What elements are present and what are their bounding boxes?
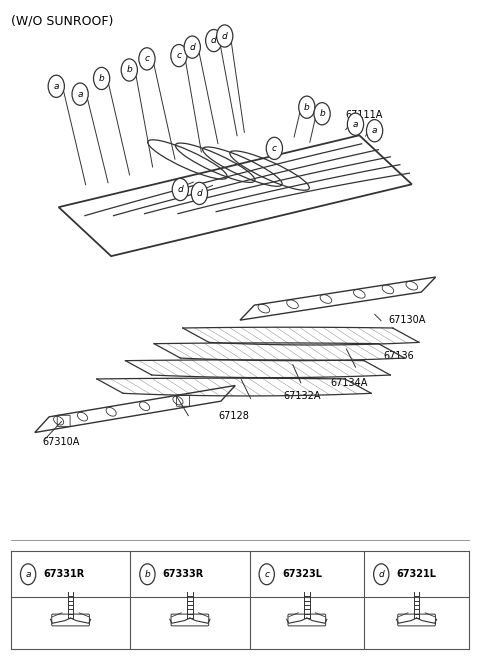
Circle shape: [21, 564, 36, 584]
Text: a: a: [77, 90, 83, 98]
Text: (W/O SUNROOF): (W/O SUNROOF): [11, 14, 113, 28]
Text: a: a: [25, 570, 31, 579]
Circle shape: [266, 137, 282, 159]
Text: d: d: [378, 570, 384, 579]
Text: c: c: [264, 570, 269, 579]
Circle shape: [140, 564, 155, 584]
Circle shape: [121, 59, 137, 81]
Circle shape: [205, 30, 222, 52]
Circle shape: [172, 178, 189, 201]
Text: d: d: [197, 189, 202, 198]
Circle shape: [314, 102, 330, 125]
Circle shape: [139, 48, 155, 70]
Circle shape: [366, 119, 383, 142]
Text: d: d: [178, 185, 183, 194]
Text: b: b: [304, 103, 310, 112]
Text: d: d: [211, 36, 216, 45]
Text: a: a: [53, 82, 59, 91]
Text: a: a: [372, 126, 377, 135]
Text: 67321L: 67321L: [396, 569, 436, 579]
Text: 67310A: 67310A: [42, 437, 79, 447]
Text: a: a: [353, 119, 358, 129]
Text: 67111A: 67111A: [345, 110, 383, 120]
Text: 67136: 67136: [383, 351, 414, 361]
Text: 67134A: 67134A: [331, 378, 368, 388]
Text: b: b: [319, 110, 325, 118]
Circle shape: [348, 113, 364, 135]
Circle shape: [72, 83, 88, 105]
Text: c: c: [144, 54, 149, 64]
Text: b: b: [144, 570, 150, 579]
Circle shape: [192, 182, 207, 205]
Text: 67331R: 67331R: [43, 569, 84, 579]
Text: d: d: [222, 31, 228, 41]
Circle shape: [216, 25, 233, 47]
Text: 67130A: 67130A: [388, 315, 425, 325]
Text: 67333R: 67333R: [163, 569, 204, 579]
Text: 67128: 67128: [218, 411, 250, 420]
Text: 67323L: 67323L: [282, 569, 322, 579]
Circle shape: [373, 564, 389, 584]
Text: 67132A: 67132A: [283, 391, 321, 401]
Circle shape: [299, 96, 315, 118]
Circle shape: [94, 68, 110, 90]
Text: d: d: [190, 43, 195, 52]
Circle shape: [171, 45, 187, 67]
Circle shape: [259, 564, 275, 584]
Text: b: b: [99, 74, 105, 83]
Circle shape: [184, 36, 200, 58]
Text: b: b: [126, 66, 132, 75]
Text: c: c: [272, 144, 277, 153]
Text: c: c: [177, 51, 181, 60]
Circle shape: [48, 75, 64, 97]
